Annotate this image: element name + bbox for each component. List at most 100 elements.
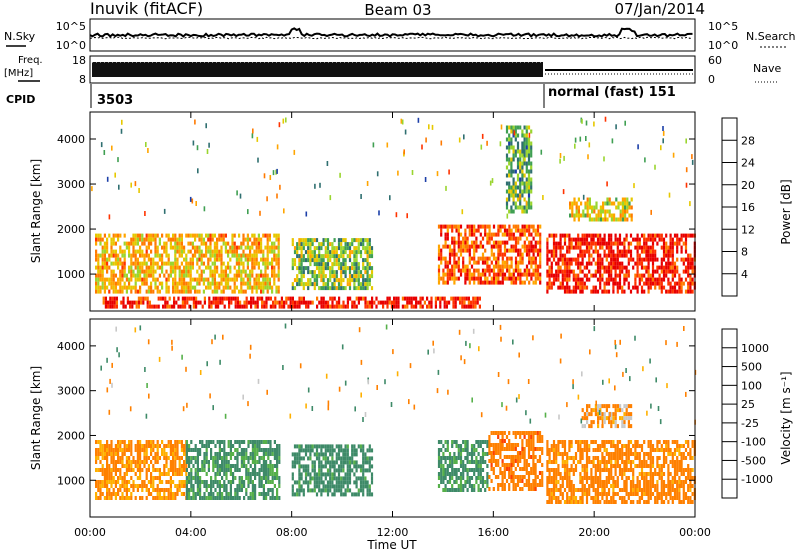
echo-cell bbox=[619, 274, 621, 278]
echo-cell bbox=[549, 496, 551, 500]
echo-cell bbox=[445, 456, 447, 460]
echo-cell bbox=[661, 262, 663, 266]
echo-cell bbox=[419, 301, 421, 305]
echo-cell bbox=[676, 242, 678, 246]
echo-cell bbox=[229, 258, 231, 262]
echo-cell bbox=[689, 282, 691, 286]
echo-cell bbox=[643, 250, 645, 254]
echo-cell bbox=[269, 460, 271, 464]
echo-cell bbox=[135, 250, 137, 254]
echo-cell bbox=[473, 245, 475, 249]
echo-cell bbox=[587, 214, 589, 218]
echo-cell bbox=[106, 258, 108, 262]
echo-cell bbox=[165, 250, 167, 254]
echo-cell bbox=[234, 476, 236, 480]
echo-cell bbox=[482, 448, 484, 452]
echo-cell bbox=[670, 262, 672, 266]
echo-cell bbox=[272, 464, 274, 468]
echo-cell bbox=[179, 278, 181, 282]
echo-cell bbox=[212, 464, 214, 468]
echo-cell bbox=[183, 460, 185, 464]
echo-cell bbox=[102, 258, 104, 262]
echo-cell bbox=[517, 162, 519, 166]
echo-cell bbox=[615, 198, 617, 202]
echo-cell bbox=[251, 266, 253, 270]
echo-cell bbox=[504, 455, 506, 459]
echo-cell bbox=[139, 266, 141, 270]
echo-cell bbox=[486, 265, 488, 269]
echo-cell bbox=[595, 290, 597, 294]
echo-cell bbox=[602, 210, 604, 214]
echo-cell bbox=[269, 278, 271, 282]
echo-cell bbox=[676, 270, 678, 274]
echo-cell bbox=[488, 459, 490, 463]
echo-cell bbox=[115, 460, 117, 464]
echo-cell bbox=[185, 286, 187, 290]
echo-cell bbox=[303, 286, 305, 290]
echo-cell bbox=[186, 444, 188, 448]
echo-cell bbox=[245, 282, 247, 286]
echo-cell bbox=[102, 452, 104, 456]
echo-cell bbox=[161, 286, 163, 290]
echo-cell bbox=[253, 250, 255, 254]
echo-cell bbox=[506, 190, 508, 194]
echo-cell bbox=[356, 266, 358, 270]
echo-cell bbox=[126, 448, 128, 452]
echo-cell bbox=[464, 468, 466, 472]
echo-cell bbox=[323, 270, 325, 274]
echo-cell bbox=[606, 210, 608, 214]
echo-cell bbox=[298, 444, 300, 448]
echo-cell bbox=[320, 258, 322, 262]
echo-cell bbox=[267, 464, 269, 468]
echo-cell bbox=[130, 444, 132, 448]
echo-cell bbox=[274, 301, 276, 305]
echo-cell bbox=[119, 234, 121, 238]
echo-cell bbox=[493, 241, 495, 245]
echo-cell bbox=[473, 249, 475, 253]
echo-cell bbox=[488, 443, 490, 447]
echo-cell bbox=[305, 468, 307, 472]
echo-cell bbox=[217, 464, 219, 468]
echo-cell bbox=[159, 488, 161, 492]
echo-cell bbox=[164, 297, 166, 301]
echo-cell bbox=[250, 297, 252, 301]
echo-cell bbox=[488, 475, 490, 479]
echo-cell bbox=[506, 146, 508, 150]
echo-cell bbox=[537, 233, 539, 237]
echo-cell bbox=[515, 265, 517, 269]
echo-cell bbox=[586, 238, 588, 242]
echo-cell bbox=[608, 266, 610, 270]
echo-cell bbox=[419, 297, 421, 301]
echo-cell bbox=[256, 258, 258, 262]
echo-cell bbox=[103, 297, 105, 301]
echo-cell bbox=[447, 277, 449, 281]
echo-cell bbox=[223, 238, 225, 242]
echo-cell bbox=[375, 305, 377, 309]
echo-cell bbox=[104, 472, 106, 476]
echo-cell bbox=[103, 301, 105, 305]
echo-cell bbox=[338, 452, 340, 456]
echo-cell bbox=[676, 238, 678, 242]
echo-cell bbox=[320, 452, 322, 456]
echo-cell bbox=[451, 460, 453, 464]
echo-cell bbox=[205, 254, 207, 258]
echo-cell bbox=[163, 262, 165, 266]
echo-cell bbox=[345, 286, 347, 290]
echo-cell bbox=[447, 265, 449, 269]
echo-cell bbox=[674, 242, 676, 246]
echo-cell bbox=[458, 237, 460, 241]
echo-cell bbox=[309, 238, 311, 242]
echo-cell bbox=[329, 278, 331, 282]
echo-cell bbox=[245, 290, 247, 294]
echo-cell bbox=[152, 262, 154, 266]
echo-cell bbox=[533, 245, 535, 249]
echo-cell bbox=[121, 129, 123, 134]
echo-cell bbox=[285, 297, 287, 301]
echo-cell bbox=[147, 148, 149, 153]
echo-cell bbox=[584, 214, 586, 218]
echo-cell bbox=[204, 301, 206, 305]
echo-cell bbox=[106, 242, 108, 246]
echo-cell bbox=[247, 246, 249, 250]
echo-cell bbox=[557, 242, 559, 246]
echo-cell bbox=[345, 238, 347, 242]
